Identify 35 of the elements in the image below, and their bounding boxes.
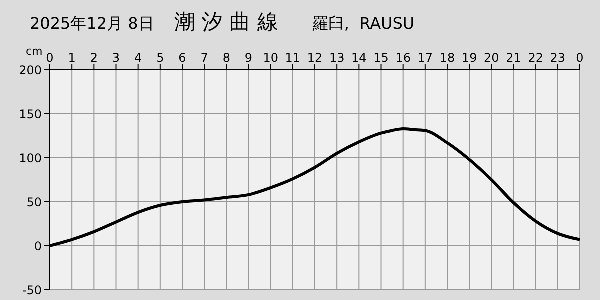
- y-tick-label: 100: [19, 151, 42, 166]
- text: 羅臼, RAUSU: [312, 14, 415, 35]
- x-tick-label: 3: [112, 51, 120, 65]
- chart-title: 潮 汐 曲 線: [174, 9, 278, 36]
- x-tick-label: 22: [528, 51, 544, 65]
- x-tick-label: 10: [263, 51, 278, 65]
- x-tick-label: 18: [440, 51, 456, 65]
- x-tick-label: 2: [90, 51, 98, 65]
- x-tick-label: 11: [285, 51, 301, 65]
- x-tick-label: 7: [200, 51, 208, 65]
- x-tick-label: 6: [178, 51, 186, 65]
- x-tick-label: 21: [506, 51, 522, 65]
- y-tick-label: 200: [19, 63, 42, 78]
- y-tick-label: 150: [19, 107, 42, 122]
- x-tick-label: 13: [329, 51, 345, 65]
- x-tick-label: 16: [396, 51, 411, 65]
- y-tick-label: 50: [26, 195, 42, 210]
- x-tick-label: 15: [374, 51, 389, 65]
- y-axis-title: cm: [26, 45, 43, 58]
- x-tick-label: 12: [307, 51, 323, 65]
- y-tick-label: -50: [22, 283, 42, 298]
- x-tick-label: 20: [484, 51, 500, 65]
- x-tick-label: 4: [134, 51, 142, 65]
- x-tick-label: 0: [576, 51, 584, 65]
- x-tick-label: 19: [462, 51, 478, 65]
- x-tick-label: 5: [156, 51, 164, 65]
- x-tick-label: 8: [222, 51, 230, 65]
- y-tick-label: 0: [34, 239, 42, 254]
- chart-subtitle: 2025年12月 8日: [30, 14, 154, 35]
- x-tick-label: 17: [418, 51, 434, 65]
- x-tick-label: 23: [550, 51, 566, 65]
- x-tick-label: 9: [244, 51, 253, 65]
- x-tick-label: 1: [68, 51, 76, 65]
- x-tick-label: 0: [46, 51, 54, 65]
- x-tick-label: 14: [352, 51, 367, 65]
